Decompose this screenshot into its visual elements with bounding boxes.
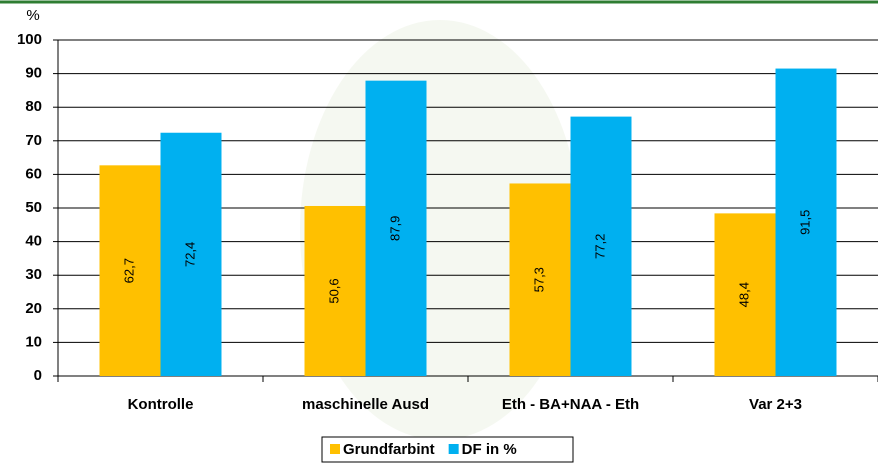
y-tick-label: 70 [25, 132, 42, 149]
legend-swatch [330, 444, 340, 454]
bar [160, 132, 222, 376]
data-label: 91,5 [797, 210, 812, 235]
data-label: 62,7 [121, 258, 136, 283]
x-tick-label: Var 2+3 [749, 396, 802, 413]
legend: Grundfarbint DF in % [321, 436, 574, 463]
bar [304, 205, 366, 376]
data-label: 48,4 [736, 282, 751, 307]
y-tick-label: 20 [25, 300, 42, 317]
bar [775, 68, 837, 376]
y-tick-label: 60 [25, 165, 42, 182]
y-tick-label: 0 [34, 367, 42, 384]
y-tick-label: 90 [25, 65, 42, 82]
y-tick-label: 50 [25, 199, 42, 216]
y-axis-label: % [26, 7, 39, 24]
bar [365, 80, 427, 376]
data-label: 50,6 [326, 278, 341, 303]
x-tick-label: Eth - BA+NAA - Eth [502, 396, 639, 413]
x-tick-label: maschinelle Ausd [302, 396, 429, 413]
legend-box [321, 436, 574, 463]
bar [509, 183, 571, 376]
data-label: 72,4 [182, 242, 197, 267]
y-tick-label: 100 [17, 31, 42, 48]
y-tick-label: 40 [25, 233, 42, 250]
y-tick-label: 80 [25, 98, 42, 115]
legend-swatch [448, 444, 459, 454]
legend-label: Grundfarbint [343, 441, 435, 458]
data-label: 77,2 [592, 234, 607, 259]
bar [99, 165, 161, 376]
y-tick-label: 30 [25, 266, 42, 283]
x-tick-label: Kontrolle [128, 396, 194, 413]
data-label: 57,3 [531, 267, 546, 292]
bar [570, 116, 632, 376]
data-label: 87,9 [387, 216, 402, 241]
bar [714, 213, 776, 376]
y-tick-label: 10 [25, 333, 42, 350]
legend-label: DF in % [462, 441, 517, 458]
